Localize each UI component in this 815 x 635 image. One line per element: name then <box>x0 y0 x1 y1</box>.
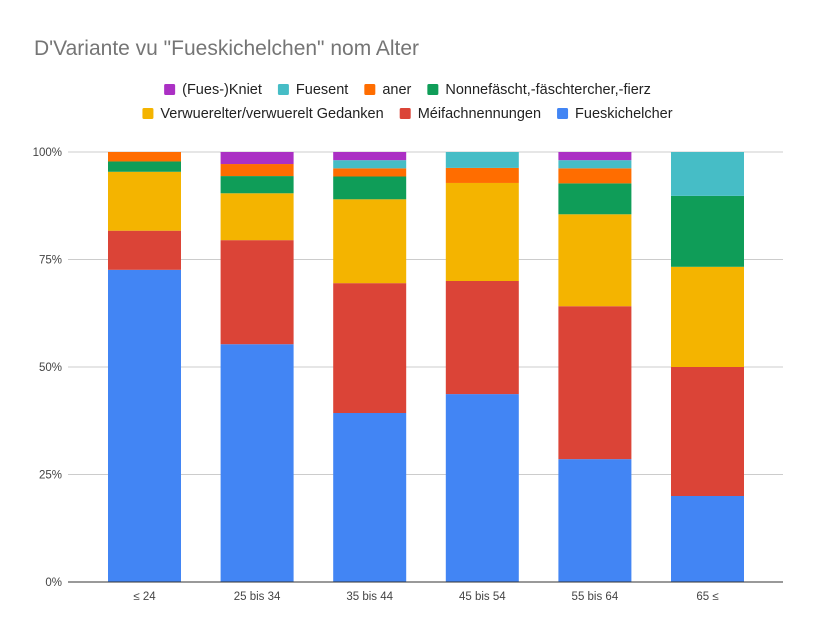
bar-segment-nonnefäscht-fäschtercher-fierz[interactable] <box>220 176 294 194</box>
bar-stack <box>558 152 632 582</box>
legend-swatch <box>557 108 569 119</box>
bar-segment-méifachnennungen[interactable] <box>445 281 519 395</box>
legend-item[interactable]: Fuesent <box>277 82 348 98</box>
chart-title: D'Variante vu "Fueskichelchen" nom Alter <box>34 37 419 60</box>
bar-segment-aner[interactable] <box>108 152 181 162</box>
bar-segment--fues-kniet[interactable] <box>558 152 632 161</box>
y-tick-label: 0% <box>45 577 62 589</box>
bar-segment-verwuerelter-verwuerelt-gedanken[interactable] <box>445 182 519 281</box>
legend-item[interactable]: Méifachnennungen <box>399 106 541 122</box>
bar-segment-fuesent[interactable] <box>671 152 744 196</box>
bar-segment-nonnefäscht-fäschtercher-fierz[interactable] <box>108 161 181 172</box>
bar-stack <box>220 152 294 582</box>
bar-segment-fuesent[interactable] <box>445 152 519 168</box>
legend-label: Verwuerelter/verwuerelt Gedanken <box>160 106 383 122</box>
legend-item[interactable]: Verwuerelter/verwuerelt Gedanken <box>142 106 384 122</box>
bar-stack <box>671 152 744 582</box>
legend-item[interactable]: aner <box>364 82 412 98</box>
y-axis-ticks: 0% 25% 50% 75% 100% <box>33 147 62 589</box>
x-tick-label: 35 bis 44 <box>346 591 393 603</box>
legend-swatch <box>164 84 176 95</box>
bar-segment-verwuerelter-verwuerelt-gedanken[interactable] <box>220 193 294 241</box>
x-tick-label: 65 ≤ <box>696 591 718 603</box>
legend-label: Méifachnennungen <box>418 106 541 122</box>
bar-segment-fueskichelcher[interactable] <box>558 459 632 582</box>
bar-segment-méifachnennungen[interactable] <box>558 306 632 460</box>
bar-segment-fueskichelcher[interactable] <box>333 413 407 582</box>
legend-swatch <box>142 108 154 119</box>
bar-stack <box>445 152 519 582</box>
bar-segment-fuesent[interactable] <box>558 160 632 169</box>
bar-segment-aner[interactable] <box>558 168 632 184</box>
x-tick-label: 45 bis 54 <box>459 591 506 603</box>
bar-segment-aner[interactable] <box>333 168 407 177</box>
bar-segment-nonnefäscht-fäschtercher-fierz[interactable] <box>671 195 744 267</box>
bar-segment-fueskichelcher[interactable] <box>220 344 294 582</box>
bar-segment-nonnefäscht-fäschtercher-fierz[interactable] <box>558 183 632 215</box>
bar-segment-aner[interactable] <box>445 167 519 183</box>
bar-segment-fuesent[interactable] <box>333 160 407 169</box>
legend-label: Fueskichelcher <box>575 106 673 122</box>
y-tick-label: 75% <box>39 255 62 267</box>
bar-segment-nonnefäscht-fäschtercher-fierz[interactable] <box>333 176 407 200</box>
bar-segment--fues-kniet[interactable] <box>220 152 294 165</box>
x-axis-ticks: ≤ 24 25 bis 34 35 bis 44 45 bis 54 55 bis 64… <box>133 591 718 603</box>
bar-segment-fueskichelcher[interactable] <box>108 269 181 582</box>
x-tick-label: 25 bis 34 <box>234 591 281 603</box>
bars <box>108 152 744 582</box>
legend-item[interactable]: Nonnefäscht,-fäschtercher,-fierz <box>427 82 651 98</box>
bar-segment-méifachnennungen[interactable] <box>333 283 407 414</box>
bar-segment-méifachnennungen[interactable] <box>108 230 181 270</box>
bar-segment-verwuerelter-verwuerelt-gedanken[interactable] <box>108 171 181 231</box>
y-tick-label: 100% <box>33 147 62 159</box>
bar-segment-verwuerelter-verwuerelt-gedanken[interactable] <box>558 214 632 307</box>
legend-label: Nonnefäscht,-fäschtercher,-fierz <box>445 82 651 98</box>
y-tick-label: 50% <box>39 362 62 374</box>
bar-segment-fueskichelcher[interactable] <box>671 496 744 582</box>
bar-stack <box>333 152 407 582</box>
legend-swatch <box>277 84 289 95</box>
legend: (Fues-)Kniet Fuesent aner Nonnefäscht,-fäsc… <box>142 82 673 122</box>
bar-segment-verwuerelter-verwuerelt-gedanken[interactable] <box>671 266 744 367</box>
legend-item[interactable]: (Fues-)Kniet <box>164 82 262 98</box>
legend-swatch <box>427 84 439 95</box>
bar-segment-aner[interactable] <box>220 164 294 177</box>
x-tick-label: 55 bis 64 <box>572 591 619 603</box>
gridlines <box>68 151 783 475</box>
bar-segment-méifachnennungen[interactable] <box>220 240 294 345</box>
legend-item[interactable]: Fueskichelcher <box>557 106 673 122</box>
x-tick-label: ≤ 24 <box>133 591 156 603</box>
bar-segment-fueskichelcher[interactable] <box>445 394 519 582</box>
legend-swatch <box>364 84 376 95</box>
bar-segment-méifachnennungen[interactable] <box>671 367 744 496</box>
bar-segment-verwuerelter-verwuerelt-gedanken[interactable] <box>333 199 407 284</box>
legend-swatch <box>399 108 411 119</box>
legend-label: aner <box>382 82 411 98</box>
bar-stack <box>108 152 181 582</box>
bar-segment--fues-kniet[interactable] <box>333 152 407 161</box>
legend-label: Fuesent <box>296 82 348 98</box>
y-tick-label: 25% <box>39 470 62 482</box>
legend-label: (Fues-)Kniet <box>182 82 262 98</box>
